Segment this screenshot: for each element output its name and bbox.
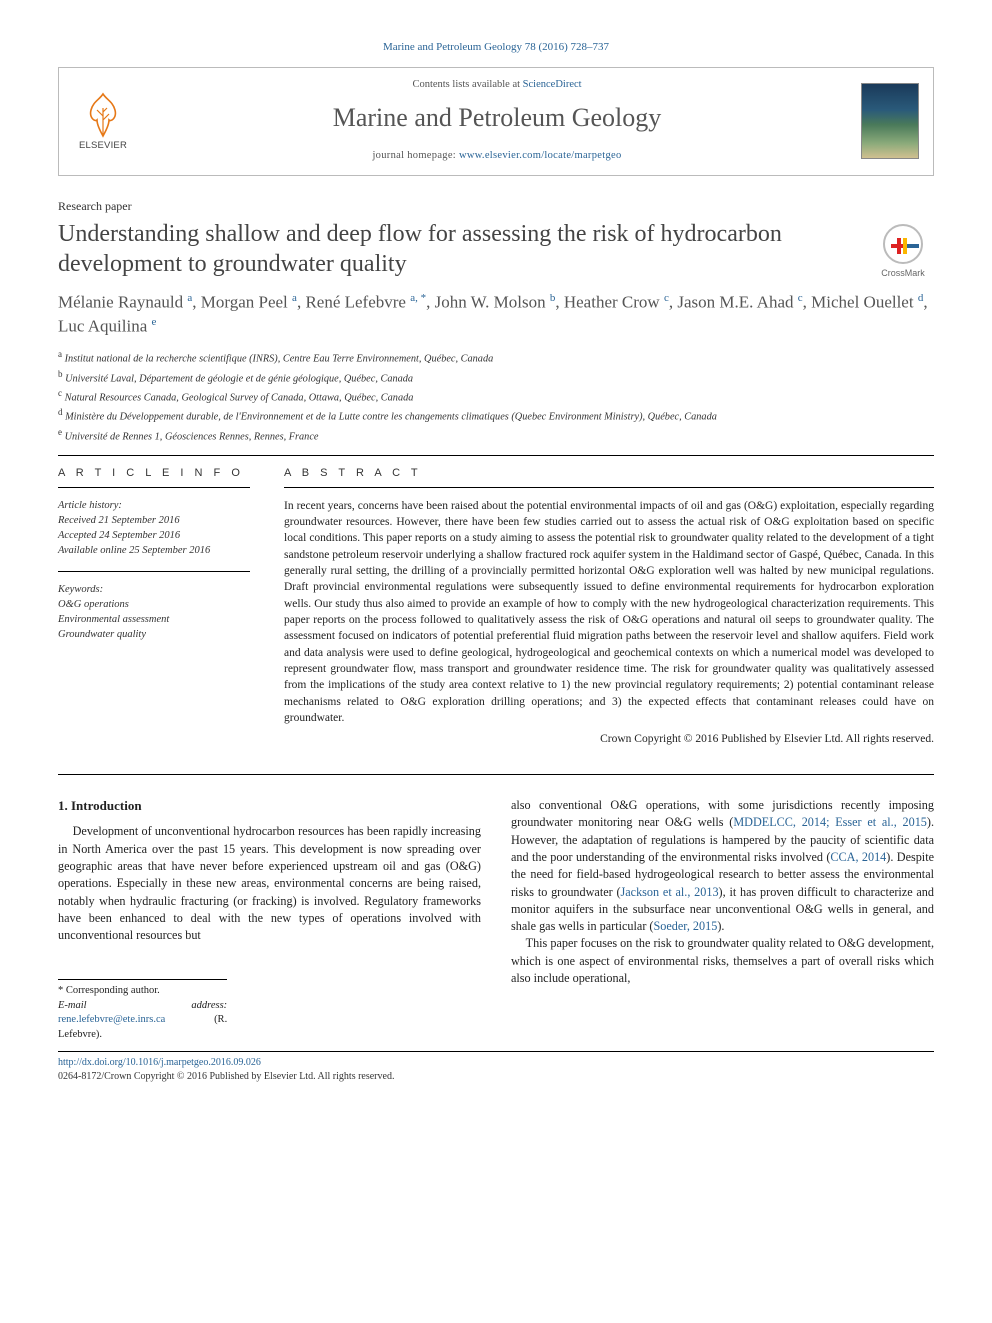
keywords-label: Keywords: [58, 582, 250, 597]
history-label: Article history: [58, 498, 250, 513]
ref-link[interactable]: Jackson et al., 2013 [621, 885, 719, 899]
intro-paragraph-1: Development of unconventional hydrocarbo… [58, 823, 481, 944]
abstract-heading: A B S T R A C T [284, 466, 934, 488]
article-info-heading: A R T I C L E I N F O [58, 466, 250, 488]
sciencedirect-link[interactable]: ScienceDirect [523, 79, 582, 90]
header-citation: Marine and Petroleum Geology 78 (2016) 7… [58, 40, 934, 55]
elsevier-label: ELSEVIER [79, 140, 127, 153]
article-history-block: Article history: Received 21 September 2… [58, 498, 250, 559]
ref-link[interactable]: MDDELCC, 2014; Esser et al., 2015 [733, 815, 927, 829]
history-accepted: Accepted 24 September 2016 [58, 528, 250, 543]
crossmark-label: CrossMark [881, 267, 925, 279]
paper-type-label: Research paper [58, 198, 934, 214]
post-abstract-rule [58, 774, 934, 775]
ref-link[interactable]: CCA, 2014 [830, 850, 886, 864]
journal-cover-thumbnail[interactable] [861, 83, 919, 159]
paper-title: Understanding shallow and deep flow for … [58, 220, 854, 279]
issn-copyright-line: 0264-8172/Crown Copyright © 2016 Publish… [58, 1071, 394, 1082]
intro-paragraph-3: This paper focuses on the risk to ground… [511, 935, 934, 987]
section-rule [58, 455, 934, 456]
history-received: Received 21 September 2016 [58, 513, 250, 528]
ref-link[interactable]: Soeder, 2015 [653, 919, 717, 933]
contents-prefix: Contents lists available at [412, 79, 522, 90]
info-rule [58, 571, 250, 572]
corresponding-author-block: * Corresponding author. E-mail address: … [58, 979, 227, 1044]
page-footer: http://dx.doi.org/10.1016/j.marpetgeo.20… [58, 1051, 934, 1083]
elsevier-tree-icon [79, 88, 127, 140]
journal-homepage-line: journal homepage: www.elsevier.com/locat… [151, 149, 843, 163]
journal-home-link[interactable]: www.elsevier.com/locate/marpetgeo [459, 150, 622, 161]
doi-link[interactable]: http://dx.doi.org/10.1016/j.marpetgeo.20… [58, 1057, 261, 1068]
elsevier-logo[interactable]: ELSEVIER [73, 88, 133, 153]
contents-lists-line: Contents lists available at ScienceDirec… [151, 78, 843, 92]
abstract-copyright: Crown Copyright © 2016 Published by Else… [284, 732, 934, 748]
author-list: Mélanie Raynauld a, Morgan Peel a, René … [58, 291, 934, 338]
email-label: E-mail address: [58, 1000, 227, 1011]
keyword-item: Groundwater quality [58, 627, 250, 642]
corr-email-link[interactable]: rene.lefebvre@ete.inrs.ca [58, 1014, 165, 1025]
crossmark-badge[interactable]: CrossMark [872, 224, 934, 279]
affiliations-list: a Institut national de la recherche scie… [58, 348, 934, 445]
intro-paragraph-2: also conventional O&G operations, with s… [511, 797, 934, 936]
crossmark-icon [883, 224, 923, 264]
journal-name: Marine and Petroleum Geology [151, 100, 843, 135]
journal-home-label: journal homepage: [372, 150, 458, 161]
keyword-item: O&G operations [58, 597, 250, 612]
keywords-block: Keywords: O&G operations Environmental a… [58, 582, 250, 643]
abstract-text: In recent years, concerns have been rais… [284, 498, 934, 727]
corr-label: * Corresponding author. [58, 984, 227, 999]
keyword-item: Environmental assessment [58, 612, 250, 627]
journal-header-box: ELSEVIER Contents lists available at Sci… [58, 67, 934, 176]
section-1-heading: 1. Introduction [58, 797, 481, 815]
history-online: Available online 25 September 2016 [58, 543, 250, 558]
p2-text: ). [717, 919, 724, 933]
